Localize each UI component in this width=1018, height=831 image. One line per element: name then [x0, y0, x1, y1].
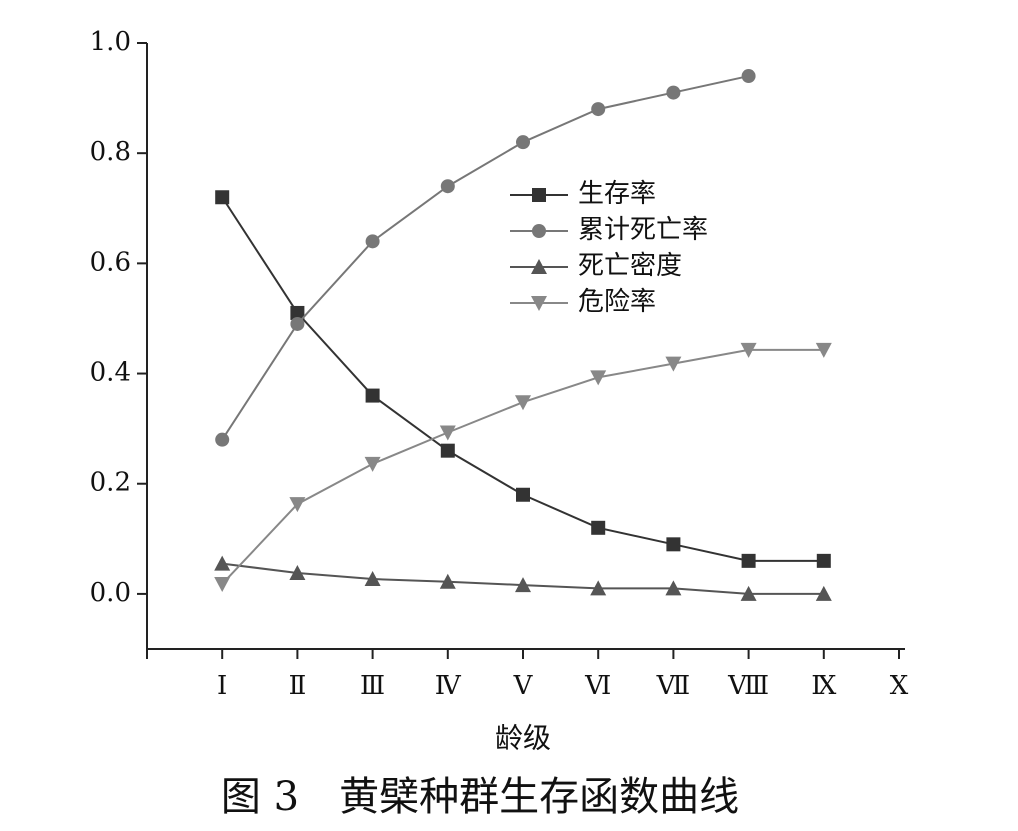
y-tick-label: 1.0 — [90, 27, 131, 57]
marker — [815, 585, 832, 601]
legend-label: 危险率 — [578, 287, 656, 317]
marker — [289, 564, 306, 580]
marker — [591, 520, 606, 535]
x-tick-label: Ⅳ — [435, 671, 462, 701]
marker — [532, 188, 546, 202]
marker — [665, 580, 682, 596]
y-tick-label: 0.0 — [90, 578, 131, 608]
marker — [590, 580, 607, 596]
x-tick-label: Ⅹ — [890, 671, 909, 701]
marker — [214, 555, 231, 571]
marker — [665, 356, 682, 372]
marker — [741, 553, 756, 568]
y-tick-label: 0.4 — [90, 358, 131, 388]
y-tick-label: 0.2 — [90, 468, 131, 498]
marker — [515, 395, 531, 411]
marker — [516, 135, 530, 150]
marker — [289, 497, 306, 513]
marker — [365, 388, 380, 403]
marker — [591, 102, 606, 117]
marker — [290, 305, 305, 320]
series-line — [221, 348, 824, 585]
x-tick-label: Ⅱ — [289, 671, 307, 701]
y-tick-label: 0.6 — [90, 247, 131, 277]
marker — [364, 571, 381, 587]
marker — [439, 573, 456, 589]
marker — [365, 234, 380, 249]
marker — [532, 224, 546, 238]
legend-label: 累计死亡率 — [578, 215, 708, 245]
marker — [215, 190, 230, 205]
marker — [215, 432, 230, 447]
x-tick-label: Ⅸ — [811, 671, 836, 701]
y-tick-label: 0.8 — [90, 137, 131, 167]
x-tick-label: Ⅷ — [727, 671, 769, 701]
marker — [815, 342, 832, 358]
caption: 图 3 黄檗种群生存函数曲线 — [221, 774, 739, 820]
legend-label: 生存率 — [578, 179, 656, 209]
legend-label: 死亡密度 — [578, 251, 682, 281]
x-tick-label: Ⅲ — [360, 671, 385, 701]
x-axis-label: 龄级 — [495, 722, 551, 755]
x-tick-label: Ⅰ — [217, 671, 227, 701]
marker — [666, 537, 681, 552]
marker — [440, 179, 455, 194]
marker — [741, 69, 756, 84]
marker — [439, 425, 456, 441]
x-tick-label: Ⅵ — [584, 671, 611, 701]
marker — [666, 85, 681, 100]
marker — [531, 259, 547, 274]
marker — [740, 585, 757, 601]
marker — [816, 553, 831, 568]
marker — [515, 577, 531, 593]
marker — [364, 456, 381, 472]
marker — [440, 443, 455, 458]
marker — [531, 296, 547, 311]
x-tick-label: Ⅶ — [656, 671, 691, 701]
marker — [740, 342, 757, 358]
x-tick-label: Ⅴ — [513, 671, 534, 701]
marker — [516, 487, 530, 502]
marker — [290, 316, 305, 331]
marker — [590, 370, 607, 386]
series-line — [221, 75, 749, 441]
series-line — [221, 196, 824, 562]
marker — [214, 576, 231, 592]
